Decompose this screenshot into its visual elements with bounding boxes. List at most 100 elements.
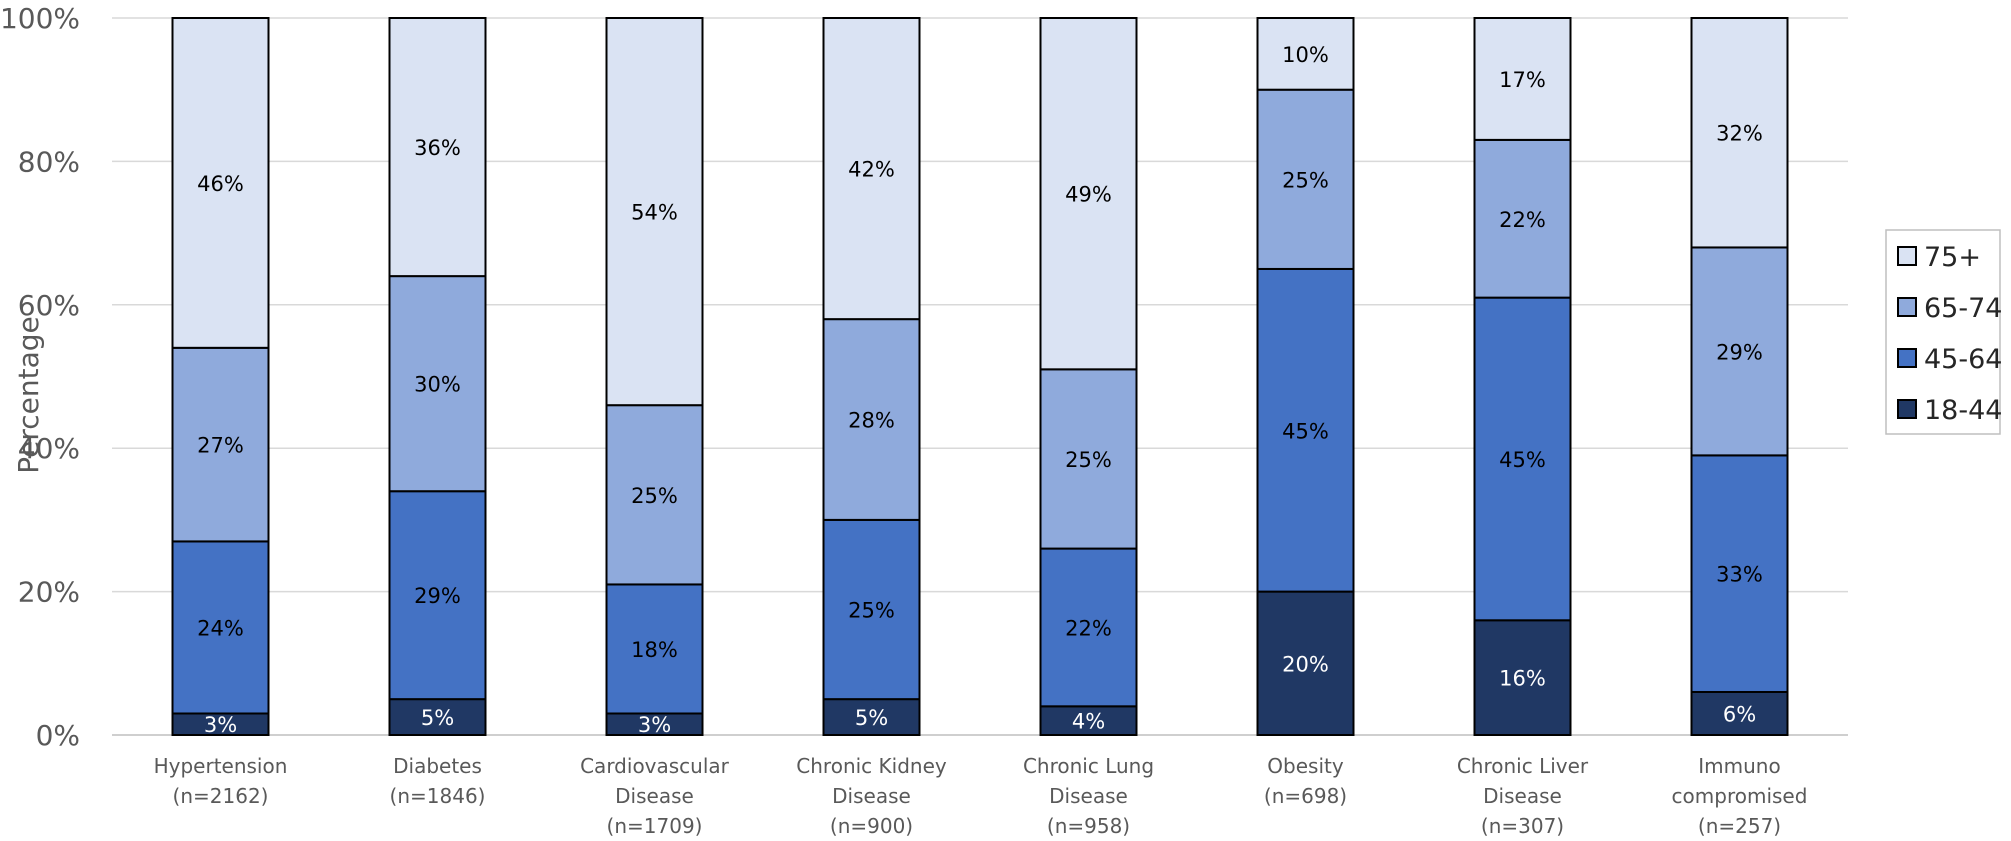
bar-segment	[388, 698, 487, 737]
data-label: 20%	[1282, 652, 1329, 676]
bar-segment	[171, 540, 270, 715]
x-tick-label: Cardiovascular Disease (n=1709)	[580, 754, 730, 838]
x-tick-label-line: Diabetes	[393, 754, 482, 778]
bar-stack: 16% 45% 22% 17%	[1473, 17, 1572, 737]
data-label: 25%	[1282, 168, 1329, 192]
x-tick-label-line: Chronic Lung	[1023, 754, 1154, 778]
legend-label: 45-64	[1924, 344, 2002, 375]
data-label: 22%	[1499, 208, 1546, 232]
x-tick-label-line: (n=307)	[1481, 814, 1564, 838]
legend-swatch	[1897, 246, 1917, 266]
data-label: 5%	[855, 706, 888, 730]
legend-swatch	[1897, 399, 1917, 419]
data-label: 54%	[631, 201, 678, 225]
data-label: 28%	[848, 409, 895, 433]
data-label: 46%	[197, 172, 244, 196]
legend: 75+ 65-74 45-64 18-44	[1885, 229, 2002, 435]
x-tick-label-line: (n=900)	[830, 814, 913, 838]
x-tick-label-line: Immuno	[1698, 754, 1780, 778]
data-label: 29%	[1716, 340, 1763, 364]
data-label: 25%	[631, 484, 678, 508]
data-label: 5%	[421, 706, 454, 730]
bar-segment	[388, 490, 487, 701]
bar-stack: 3% 24% 27% 46%	[171, 17, 270, 737]
data-label: 36%	[414, 136, 461, 160]
data-label: 25%	[848, 599, 895, 623]
x-tick-label: Obesity (n=698)	[1264, 754, 1347, 808]
data-label: 6%	[1723, 702, 1756, 726]
x-tick-label-line: Disease	[832, 784, 911, 808]
data-label: 49%	[1065, 183, 1112, 207]
bar-segment	[1690, 246, 1789, 457]
bar-segment	[1473, 296, 1572, 622]
data-label: 4%	[1072, 710, 1105, 734]
x-tick-label: Chronic Liver Disease (n=307)	[1457, 754, 1589, 838]
x-tick-label-line: Hypertension	[154, 754, 288, 778]
y-tick-label: 20%	[18, 576, 80, 609]
y-tick-label: 0%	[36, 719, 80, 752]
data-label: 17%	[1499, 68, 1546, 92]
bar-segment	[605, 404, 704, 586]
data-label: 10%	[1282, 43, 1329, 67]
data-label: 42%	[848, 158, 895, 182]
x-tick-label-line: Disease	[1483, 784, 1562, 808]
y-axis-label: Percentage	[12, 316, 45, 474]
legend-label: 65-74	[1924, 293, 2002, 324]
x-tick-label: Chronic Kidney Disease (n=900)	[796, 754, 947, 838]
bar-segment	[1256, 267, 1355, 593]
x-tick-label: Chronic Lung Disease (n=958)	[1023, 754, 1154, 838]
data-label: 33%	[1716, 563, 1763, 587]
data-label: 30%	[414, 373, 461, 397]
legend-swatch	[1897, 297, 1917, 317]
x-tick-label-line: Disease	[1049, 784, 1128, 808]
x-tick-label-line: Chronic Kidney	[796, 754, 947, 778]
x-tick-label: Diabetes (n=1846)	[390, 754, 486, 808]
y-axis: 0% 20% 40% 60% 80% 100%	[0, 2, 80, 752]
x-tick-label-line: (n=958)	[1047, 814, 1130, 838]
data-label: 45%	[1282, 419, 1329, 443]
bar-segment	[1256, 17, 1355, 91]
data-label: 29%	[414, 584, 461, 608]
data-label: 27%	[197, 434, 244, 458]
bar-segment	[1039, 547, 1138, 708]
legend-label: 18-44	[1924, 395, 2002, 426]
gridlines	[112, 17, 1848, 736]
data-label: 45%	[1499, 448, 1546, 472]
bar-segment	[171, 346, 270, 543]
legend-label: 75+	[1924, 242, 1981, 273]
x-tick-label-line: Cardiovascular	[580, 754, 730, 778]
data-label: 16%	[1499, 667, 1546, 691]
data-label: 25%	[1065, 448, 1112, 472]
bar-segment	[1256, 590, 1355, 736]
x-tick-label: Hypertension (n=2162)	[154, 754, 288, 808]
x-tick-label-line: Chronic Liver	[1457, 754, 1589, 778]
y-tick-label: 60%	[18, 289, 80, 322]
data-label: 24%	[197, 616, 244, 640]
data-label: 3%	[204, 713, 237, 737]
bar-stack: 5% 29% 30% 36%	[388, 17, 487, 737]
bar-segment	[388, 275, 487, 493]
y-tick-label: 40%	[18, 432, 80, 465]
x-tick-label-line: Obesity	[1267, 754, 1344, 778]
bar-stack: 20% 45% 25% 10%	[1256, 17, 1355, 736]
bar-segment	[1256, 88, 1355, 270]
data-label: 3%	[638, 713, 671, 737]
bar-segment	[1690, 454, 1789, 693]
bar-segment	[1039, 17, 1138, 371]
y-tick-label: 80%	[18, 145, 80, 178]
bar-segment	[171, 17, 270, 349]
data-label: 18%	[631, 638, 678, 662]
bar-segment	[822, 518, 921, 701]
bar-stack: 4% 22% 25% 49%	[1039, 17, 1138, 737]
x-tick-label-line: (n=257)	[1698, 814, 1781, 838]
x-axis: Hypertension (n=2162) Diabetes (n=1846) Card…	[154, 754, 1808, 838]
bar-segment	[822, 17, 921, 321]
bar-segment	[822, 318, 921, 521]
data-label: 22%	[1065, 616, 1112, 640]
bar-stack: 6% 33% 29% 32%	[1690, 17, 1789, 736]
bar-segment	[1690, 17, 1789, 249]
bar-segment	[1690, 690, 1789, 736]
legend-swatch	[1897, 348, 1917, 368]
data-label: 32%	[1716, 122, 1763, 146]
